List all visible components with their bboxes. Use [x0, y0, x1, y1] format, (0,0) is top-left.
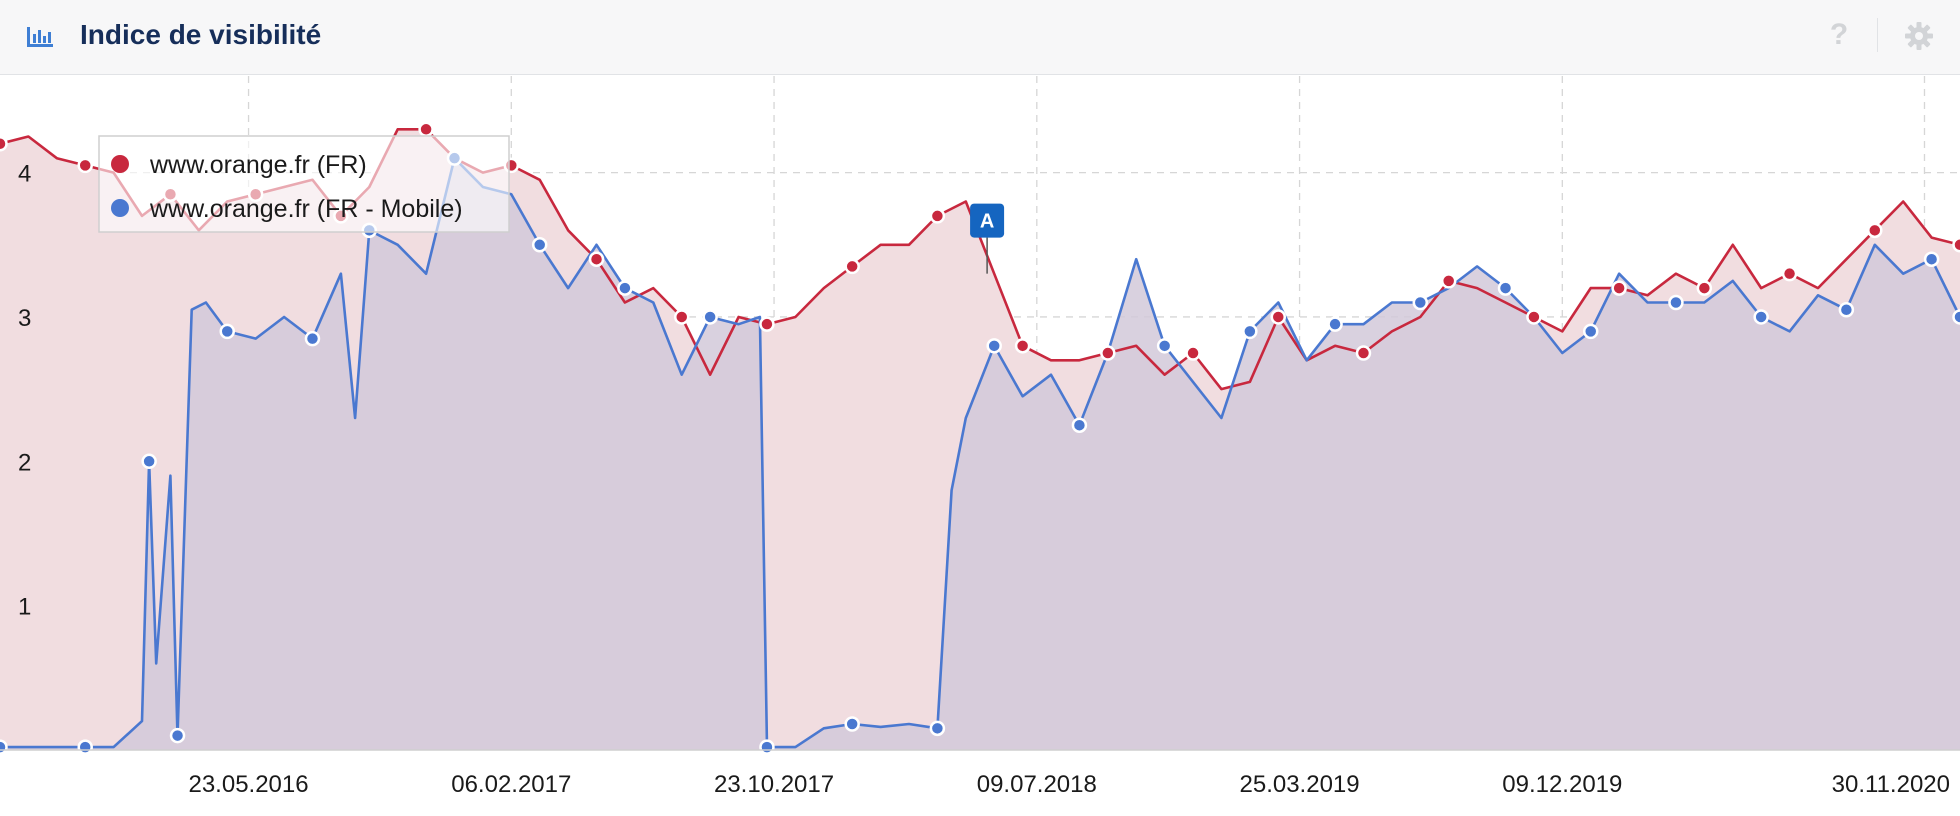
y-tick-label: 4 — [18, 161, 31, 188]
mobile-point — [702, 309, 718, 325]
desktop-point — [77, 157, 93, 174]
x-tick-label: 23.05.2016 — [188, 771, 308, 798]
gear-icon[interactable] — [1904, 21, 1934, 51]
desktop-point — [1355, 345, 1372, 361]
mobile-point — [1071, 417, 1088, 433]
x-tick-label: 06.02.2017 — [451, 771, 571, 798]
y-tick-label: 1 — [18, 594, 31, 621]
desktop-point — [1014, 338, 1031, 354]
event-marker-label: A — [980, 211, 994, 233]
mobile-point — [986, 338, 1002, 354]
x-tick-label: 09.07.2018 — [977, 771, 1097, 798]
desktop-point — [1440, 273, 1457, 289]
legend: www.orange.fr (FR) www.orange.fr (FR - M… — [98, 135, 510, 233]
desktop-point — [0, 135, 8, 152]
mobile-point — [617, 280, 633, 296]
desktop-point — [929, 208, 946, 224]
desktop-point — [759, 316, 775, 332]
desktop-point — [1185, 345, 1201, 361]
event-marker[interactable]: A — [970, 203, 1005, 274]
event-marker-box — [970, 203, 1005, 238]
visibility-chart: 1 2 3 4 23.05.2016 06.02.2017 23.10.2017 09.07.… — [0, 76, 1960, 798]
legend-label-desktop: www.orange.fr (FR) — [149, 151, 367, 179]
mobile-point — [1497, 280, 1514, 296]
x-tick-label: 30.11.2020 — [1832, 771, 1950, 798]
legend-box — [98, 135, 510, 233]
y-tick-label: 3 — [18, 305, 31, 332]
widget-title: Indice de visibilité — [80, 19, 322, 50]
legend-dot-mobile — [111, 199, 129, 217]
widget-header: Indice de visibilité ? — [0, 0, 1960, 75]
desktop-point — [1100, 345, 1116, 361]
desktop-point — [1867, 222, 1883, 239]
mobile-point — [1668, 294, 1684, 311]
mobile-point — [1327, 316, 1343, 332]
mobile-point — [219, 323, 235, 340]
mobile-point — [1412, 294, 1429, 311]
mobile-area — [0, 158, 1960, 750]
mobile-point — [531, 237, 548, 253]
mobile-point — [1838, 301, 1855, 318]
desktop-point — [844, 258, 860, 275]
header-divider — [1877, 18, 1878, 52]
desktop-point — [418, 121, 434, 138]
desktop-point — [1611, 280, 1627, 296]
desktop-point — [588, 251, 605, 267]
desktop-point — [1696, 280, 1713, 296]
mobile-point — [304, 330, 321, 347]
mobile-point — [1156, 338, 1173, 354]
mobile-point — [1952, 309, 1960, 325]
x-tick-label: 23.10.2017 — [714, 771, 834, 798]
mobile-point — [1923, 251, 1940, 267]
desktop-point — [1526, 309, 1542, 325]
y-tick-label: 2 — [18, 449, 31, 476]
mobile-point — [844, 716, 860, 732]
mobile-point — [759, 739, 775, 755]
axes: 1 2 3 4 23.05.2016 06.02.2017 23.10.2017 09.07.… — [0, 161, 1960, 798]
bar-chart-icon — [27, 27, 53, 47]
mobile-point — [169, 727, 186, 744]
x-tick-label: 25.03.2019 — [1240, 771, 1360, 798]
mobile-point — [1753, 309, 1769, 325]
mobile-point — [1582, 323, 1599, 340]
mobile-point — [141, 453, 157, 470]
question-icon[interactable]: ? — [1829, 18, 1849, 51]
mobile-point — [929, 720, 946, 737]
desktop-point — [1952, 237, 1960, 253]
mobile-point — [1242, 323, 1258, 340]
desktop-point — [1270, 309, 1287, 325]
x-tick-label: 09.12.2019 — [1502, 771, 1622, 798]
desktop-point — [1781, 265, 1798, 282]
mobile-point — [0, 739, 8, 755]
desktop-point — [673, 309, 690, 325]
chart-areas — [0, 129, 1960, 751]
mobile-point — [77, 739, 93, 755]
mobile-line — [0, 156, 1960, 749]
legend-dot-desktop — [111, 155, 129, 173]
event-markers[interactable]: A — [970, 203, 1005, 274]
legend-label-mobile: www.orange.fr (FR - Mobile) — [149, 195, 463, 223]
